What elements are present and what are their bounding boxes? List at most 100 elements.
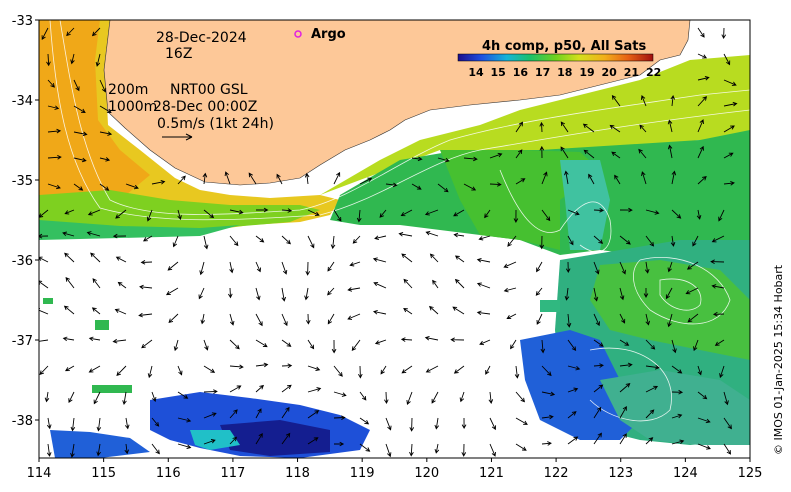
current-arrow-icon [203,339,209,351]
current-arrow-icon [68,391,75,404]
current-arrow-icon [70,417,76,432]
current-arrow-icon [667,313,673,328]
current-arrow-icon [409,443,414,457]
argo-marker-icon [294,30,302,38]
current-arrow-icon [476,310,491,316]
current-arrow-icon [461,417,467,430]
current-arrow-icon [203,209,215,219]
current-arrow-icon [667,261,673,273]
current-arrow-icon [73,79,80,92]
current-arrow-icon [697,391,708,400]
current-arrow-icon [539,235,545,250]
current-arrow-icon [697,96,708,107]
current-arrow-icon [229,235,239,247]
current-arrow-icon [281,406,290,419]
current-arrow-icon [384,391,389,405]
current-arrow-icon [139,284,153,290]
current-arrow-icon [696,209,702,220]
current-arrow-icon [697,119,704,133]
current-arrow-icon [327,261,335,272]
current-arrow-icon [62,231,75,237]
current-arrow-icon [640,95,647,107]
current-arrow-icon [400,337,413,342]
current-arrow-icon [255,339,268,348]
current-arrow-icon [515,417,528,425]
current-arrow-icon [424,209,439,216]
current-arrow-icon [281,432,291,445]
current-arrow-icon [723,101,738,107]
current-arrow-icon [541,414,554,420]
current-arrow-icon [90,252,101,263]
current-arrow-icon [307,437,319,445]
current-arrow-icon [489,182,502,187]
current-arrow-icon [454,255,465,263]
current-arrow-icon [411,183,422,190]
current-arrow-icon [609,124,621,133]
current-arrow-icon [645,313,651,326]
current-arrow-icon [305,313,311,325]
current-arrow-icon [671,389,684,395]
current-arrow-icon [507,235,517,247]
current-arrow-icon [593,287,599,302]
current-arrow-icon [619,362,633,368]
current-arrow-icon [203,439,216,445]
current-arrow-icon [541,171,548,185]
current-arrow-icon [203,365,216,373]
current-arrow-icon [333,171,341,185]
current-arrow-icon [333,365,343,377]
current-arrow-icon [639,124,647,133]
current-arrow-icon [567,235,574,246]
current-arrow-icon [541,441,552,446]
current-arrow-icon [665,287,673,300]
x-tick-label: 118 [285,466,310,481]
current-arrow-icon [229,436,238,445]
current-arrow-icon [122,391,127,406]
current-arrow-icon [172,235,179,248]
current-arrow-icon [515,178,526,185]
current-arrow-icon [47,105,60,110]
current-arrow-icon [593,406,602,419]
current-arrow-icon [99,79,107,93]
x-tick-label: 114 [27,466,52,481]
current-arrow-icon [359,177,373,185]
current-arrow-icon [307,235,315,249]
current-arrow-icon [671,365,683,374]
current-arrow-icon [96,417,102,432]
current-arrow-icon [535,287,543,296]
current-arrow-icon [99,105,112,113]
current-arrow-icon [513,209,519,223]
current-arrow-icon [64,252,75,263]
current-arrow-icon [645,365,660,370]
current-arrow-icon [151,443,160,455]
current-arrow-icon [425,231,439,237]
current-arrow-icon [255,433,263,445]
current-arrow-icon [146,209,153,222]
colorbar-tick-label: 16 [513,66,529,79]
current-arrow-icon [229,313,235,326]
current-arrow-icon [112,233,127,239]
y-tick-label: -36 [12,254,33,269]
current-arrow-icon [463,183,477,191]
current-arrow-icon [638,148,647,159]
current-arrow-icon [255,287,261,301]
current-arrow-icon [374,235,387,241]
current-arrow-icon [307,209,320,216]
current-arrow-icon [138,312,153,318]
current-arrow-icon [115,256,127,263]
current-arrow-icon [434,443,440,454]
current-arrow-icon [255,408,262,419]
current-arrow-icon [567,387,579,393]
current-arrow-icon [564,170,569,185]
current-arrow-icon [582,123,595,133]
current-arrow-icon [434,417,440,430]
current-arrow-icon [73,183,84,191]
current-arrow-icon [255,362,269,368]
current-arrow-icon [484,209,491,219]
current-arrow-icon [305,261,311,276]
current-arrow-icon [115,209,127,219]
current-arrow-icon [645,209,660,215]
current-arrow-icon [385,443,392,458]
current-arrow-icon [424,335,439,341]
bathymetry-contours [49,20,750,422]
